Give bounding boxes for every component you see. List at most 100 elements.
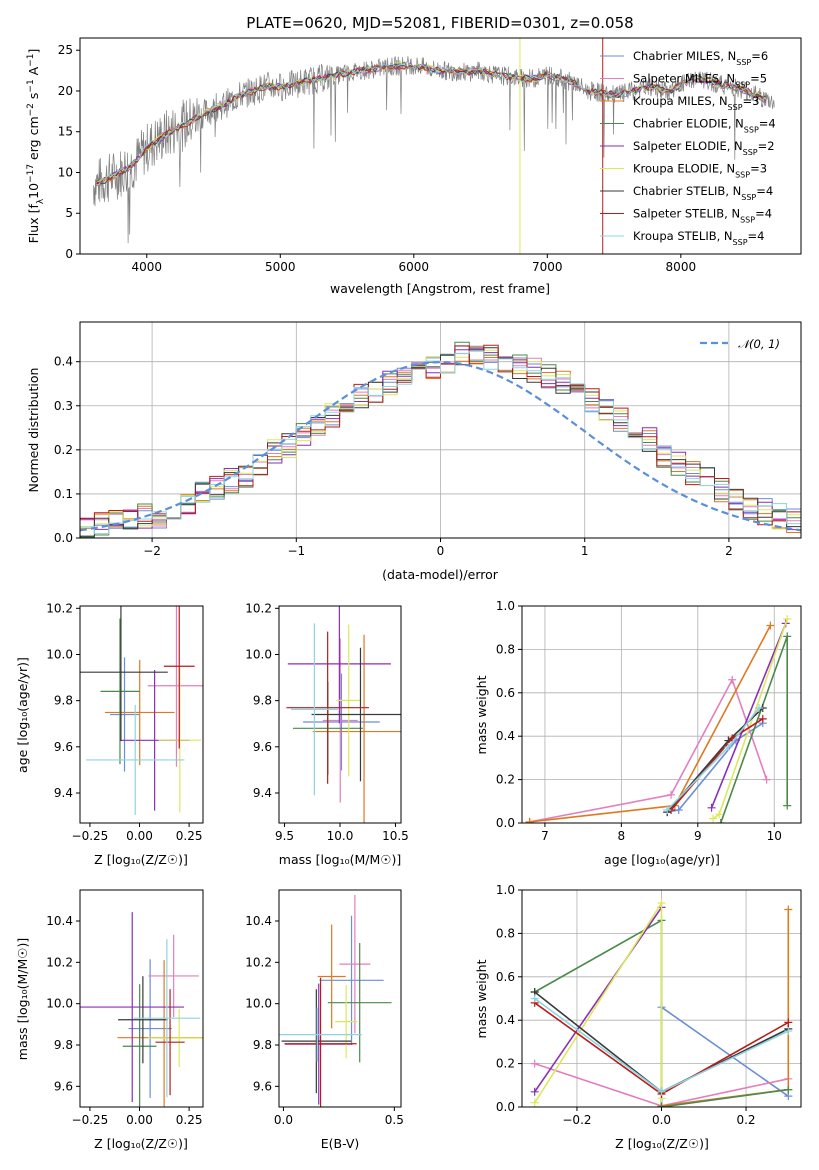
spectrum-ytick-label: 5 (65, 206, 73, 220)
spectrum-lines (93, 38, 775, 254)
weight-vs-z-marker (657, 1087, 666, 1096)
age-vs-mass-points (286, 606, 401, 823)
weight-vs-age-marker (674, 805, 683, 814)
weight-vs-age-line-4 (710, 623, 787, 809)
ylabel-part: −17 (26, 164, 36, 183)
mass-vs-ebv-xtick-label: 0.0 (274, 1113, 293, 1127)
legend-sub: SSP (736, 58, 751, 67)
weight-vs-age-marker (783, 615, 792, 624)
hist-ytick-label: 0.1 (54, 487, 73, 501)
weight-vs-age-xtick-label: 8 (618, 829, 626, 843)
legend-label: Salpeter MILES, NSSP=5 (633, 72, 767, 90)
weight-vs-age-marker (754, 703, 763, 712)
model-spectrum-7 (95, 64, 767, 184)
hist-xlabel: (data-model)/error (382, 567, 499, 582)
legend-label: Salpeter STELIB, NSSP=4 (633, 207, 772, 225)
hist-ytick-label: 0.3 (54, 399, 73, 413)
spectrum-ytick-label: 20 (58, 84, 73, 98)
weight-vs-z-series (530, 899, 793, 1107)
legend-label: Chabrier ELODIE, NSSP=4 (633, 117, 776, 135)
hist-ylabel: Normed distribution (26, 368, 41, 493)
mass-vs-z-ytick-label: 10.4 (46, 914, 73, 928)
legend-sub: SSP (741, 193, 756, 202)
legend-main: Kroupa MILES, N (633, 94, 728, 108)
weight-vs-age-marker (707, 803, 716, 812)
weight-vs-age-xtick-label: 7 (541, 829, 549, 843)
spectrum-ytick-label: 0 (65, 247, 73, 261)
hist-ytick-label: 0.2 (54, 443, 73, 457)
legend-label: Kroupa MILES, NSSP=3 (633, 94, 759, 112)
ylabel-part: A (26, 66, 41, 79)
age-vs-z-xtick-label: 0.00 (126, 829, 153, 843)
age-vs-z-frame (79, 605, 204, 824)
age-vs-mass-ytick-label: 10.0 (245, 647, 272, 661)
age-vs-z-ytick-label: 10.0 (46, 647, 73, 661)
legend-main: Kroupa STELIB, N (633, 229, 733, 243)
legend-main: Chabrier MILES, N (633, 49, 736, 63)
mass-vs-ebv-ytick-label: 10.2 (245, 955, 272, 969)
weight-vs-z-xtick-label: 0.0 (652, 1113, 671, 1127)
legend-tail: =3 (750, 162, 767, 176)
spectrum-xtick-label: 4000 (131, 260, 162, 274)
weight-vs-z-marker (784, 1018, 793, 1027)
legend-sub: SSP (728, 103, 743, 112)
weight-vs-age-line-2 (529, 625, 772, 823)
age-vs-mass-xtick-label: 10.0 (327, 829, 354, 843)
spectrum-ylabel: Flux [fλ10−17 erg cm−2 s−1 A−1] (26, 49, 46, 244)
weight-vs-age-ytick-label: 0.2 (496, 773, 515, 787)
legend-label: Salpeter ELODIE, NSSP=2 (633, 139, 775, 157)
mass-vs-z-xlabel: Z [log₁₀(Z/Z☉)] (94, 1136, 188, 1151)
legend-sub: SSP (735, 80, 750, 89)
mass-vs-ebv-ytick-label: 10.4 (245, 914, 272, 928)
model-spectrum-8 (95, 63, 767, 186)
weight-vs-age-ytick-label: 0.8 (496, 642, 515, 656)
weight-vs-age-marker (766, 621, 775, 630)
legend-tail: =4 (748, 229, 765, 243)
weight-vs-age-xtick-label: 9 (694, 829, 702, 843)
weight-vs-z-ylabel: mass weight (474, 959, 489, 1038)
legend-sub: SSP (744, 125, 759, 134)
weight-vs-age-marker (663, 805, 672, 814)
weight-vs-z-line-0 (661, 1006, 789, 1097)
weight-vs-age-marker (783, 801, 792, 810)
weight-vs-age-ytick-label: 0.6 (496, 686, 515, 700)
ylabel-part: erg cm (26, 116, 41, 164)
age-vs-z-xtick-label: 0.25 (176, 829, 203, 843)
ylabel-part: −2 (26, 103, 36, 116)
weight-vs-z-line-2 (661, 909, 790, 1107)
weight-vs-age-frame (521, 605, 802, 824)
weight-vs-z-marker (530, 994, 539, 1003)
mass-vs-z-ytick-label: 9.8 (54, 1038, 73, 1052)
hist-xtick-label: 2 (725, 544, 733, 558)
ylabel-part: −1 (26, 79, 36, 92)
mass-vs-z-frame (79, 889, 204, 1108)
legend-sub: SSP (733, 238, 748, 247)
weight-vs-age-ytick-label: 0.0 (496, 816, 515, 830)
weight-vs-age-ylabel: mass weight (474, 675, 489, 754)
legend-tail: =5 (750, 72, 767, 86)
weight-vs-age-series (525, 615, 792, 823)
mass-vs-z-xtick-label: 0.25 (176, 1113, 203, 1127)
legend-main: Salpeter MILES, N (633, 72, 735, 86)
hist-xtick-label: −1 (287, 544, 305, 558)
mass-vs-ebv-xlabel: E(B-V) (321, 1136, 360, 1151)
age-vs-mass-ytick-label: 9.4 (253, 786, 272, 800)
mass-vs-ebv-points (279, 894, 392, 1107)
age-vs-z-xtick-label: −0.25 (72, 829, 109, 843)
legend-sub: SSP (740, 215, 755, 224)
weight-vs-z-ytick-label: 0.0 (496, 1100, 515, 1114)
weight-vs-age-marker (728, 675, 737, 684)
ylabel-part: 10 (26, 183, 41, 199)
weight-vs-age-marker (709, 814, 718, 823)
weight-vs-age-line-3 (719, 636, 788, 823)
mass-vs-ebv-ytick-label: 9.8 (253, 1038, 272, 1052)
legend-tail: =4 (759, 117, 776, 131)
ylabel-part: Flux [f (26, 204, 41, 244)
spectrum-xtick-label: 6000 (399, 260, 430, 274)
mass-vs-z-xtick-label: 0.00 (126, 1113, 153, 1127)
weight-vs-z-marker (784, 1027, 793, 1036)
hist-xtick-label: −2 (143, 544, 161, 558)
weight-vs-z-ytick-label: 0.4 (496, 1013, 515, 1027)
ylabel-part: −1 (26, 54, 36, 67)
